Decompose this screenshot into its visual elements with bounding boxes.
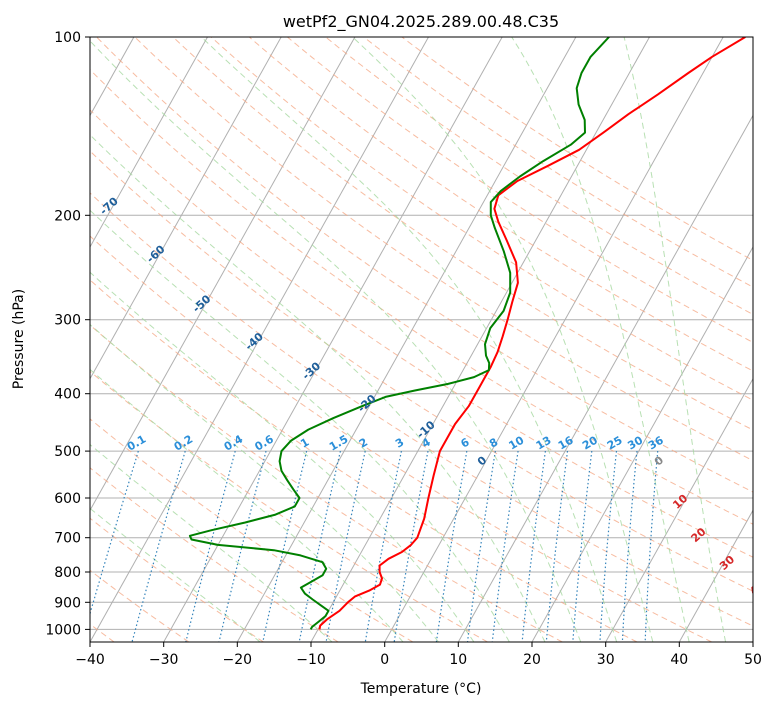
y-tick-label: 800	[54, 565, 81, 581]
mixing-ratio-line	[262, 450, 308, 642]
mixing-ratio-line	[466, 450, 496, 642]
dry-adiabat	[90, 517, 264, 642]
dry-adiabat	[90, 324, 563, 642]
mixing-ratio-line	[491, 451, 519, 642]
y-tick-label: 400	[54, 387, 81, 403]
x-tick-label: −30	[149, 652, 179, 668]
y-tick-label: 1000	[45, 622, 81, 638]
mixing-ratio-line	[572, 451, 593, 642]
isotherm-line	[678, 509, 753, 642]
y-tick-label: 600	[54, 491, 81, 507]
isotherm-line	[90, 37, 429, 642]
isotherm-line	[90, 37, 208, 249]
moist-adiabat	[511, 37, 690, 642]
dry-adiabat	[210, 37, 753, 401]
dry-adiabat	[90, 192, 753, 627]
plot-frame	[89, 36, 754, 643]
isotherm-line	[605, 377, 753, 642]
dry-adiabat	[90, 109, 753, 558]
chart-title: wetPf2_GN04.2025.289.00.48.C35	[283, 12, 559, 32]
moist-adiabat	[90, 507, 261, 642]
mixing-ratio-line	[521, 451, 546, 642]
dewpoint-profile	[188, 37, 610, 630]
mixing-ratio-line	[325, 450, 366, 642]
y-tick-label: 700	[54, 531, 81, 547]
dry-adiabat	[172, 37, 753, 431]
dry-adiabat	[90, 467, 339, 642]
mixing-ratio-line	[218, 450, 267, 642]
mixing-ratio-line	[90, 450, 139, 616]
mixing-ratio-line	[545, 451, 569, 642]
dry-adiabat	[90, 150, 753, 592]
y-tick-label: 200	[54, 208, 81, 224]
y-tick-label: 900	[54, 595, 81, 611]
moist-adiabat	[90, 271, 475, 642]
dry-adiabat	[287, 37, 753, 343]
moist-adiabat	[90, 40, 582, 642]
isotherm-line	[90, 37, 356, 512]
isotherm-line	[531, 245, 753, 642]
x-tick-label: 10	[449, 652, 467, 668]
y-tick-label: 500	[54, 444, 81, 460]
x-tick-label: 30	[597, 652, 615, 668]
dry-adiabat	[90, 68, 753, 525]
moist-adiabat	[90, 368, 404, 642]
x-tick-label: 0	[380, 652, 389, 668]
isotherm-line	[384, 37, 724, 642]
dry-adiabat	[248, 37, 753, 372]
x-tick-label: −10	[296, 652, 326, 668]
isotherm-line	[163, 37, 503, 642]
mixing-ratio-line	[364, 450, 402, 642]
moist-adiabat	[352, 37, 654, 642]
moist-adiabat	[623, 37, 727, 642]
x-tick-label: −40	[75, 652, 105, 668]
y-tick-label: 300	[54, 313, 81, 329]
dry-adiabat	[90, 279, 638, 642]
isotherm-line	[310, 37, 650, 642]
isotherm-line	[236, 37, 577, 642]
background-lines	[90, 37, 753, 642]
dry-adiabat	[90, 235, 712, 642]
mixing-ratio-line	[185, 450, 236, 642]
data-lines	[188, 37, 746, 630]
isotherm-line	[90, 37, 282, 380]
axis-ticks: −40 −30 −20 −10 0 10 20 30 40 50 1000 900 800 700 600 5…	[45, 30, 762, 668]
moist-adiabat	[90, 209, 510, 642]
x-tick-label: −20	[223, 652, 253, 668]
mixing-ratio-line	[298, 450, 341, 642]
x-tick-label: 50	[744, 652, 762, 668]
x-tick-label: 20	[523, 652, 541, 668]
mixing-ratio-line	[435, 450, 468, 642]
x-axis-title: Temperature (°C)	[360, 681, 482, 697]
temperature-profile	[318, 37, 746, 630]
y-tick-label: 100	[54, 30, 81, 46]
y-axis-title: Pressure (hPa)	[11, 289, 27, 389]
isotherm-line	[457, 114, 753, 642]
moist-adiabat-label: 40	[747, 578, 767, 598]
mixing-ratio-line	[131, 450, 186, 642]
x-tick-label: 40	[670, 652, 688, 668]
moist-adiabat	[90, 134, 546, 642]
